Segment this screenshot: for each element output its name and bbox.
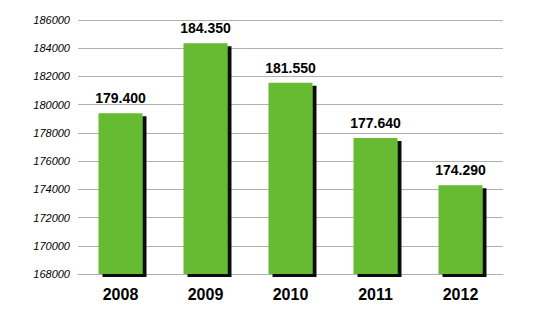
svg-text:181.550: 181.550 <box>265 60 316 76</box>
svg-text:168000: 168000 <box>33 268 71 280</box>
svg-text:176000: 176000 <box>33 155 71 167</box>
svg-text:180000: 180000 <box>33 99 71 111</box>
svg-text:2009: 2009 <box>188 286 224 303</box>
svg-text:182000: 182000 <box>33 70 71 82</box>
svg-text:178000: 178000 <box>33 127 71 139</box>
svg-text:2008: 2008 <box>103 286 139 303</box>
svg-text:184.350: 184.350 <box>180 20 231 36</box>
svg-text:172000: 172000 <box>33 212 71 224</box>
svg-text:179.400: 179.400 <box>95 90 146 106</box>
svg-text:174000: 174000 <box>33 183 71 195</box>
svg-text:170000: 170000 <box>33 240 71 252</box>
svg-text:174.290: 174.290 <box>435 162 486 178</box>
svg-text:184000: 184000 <box>33 42 71 54</box>
svg-text:2011: 2011 <box>358 286 393 303</box>
svg-text:186000: 186000 <box>33 14 71 26</box>
svg-text:2010: 2010 <box>273 286 309 303</box>
svg-text:177.640: 177.640 <box>350 115 401 131</box>
svg-text:2012: 2012 <box>443 286 479 303</box>
